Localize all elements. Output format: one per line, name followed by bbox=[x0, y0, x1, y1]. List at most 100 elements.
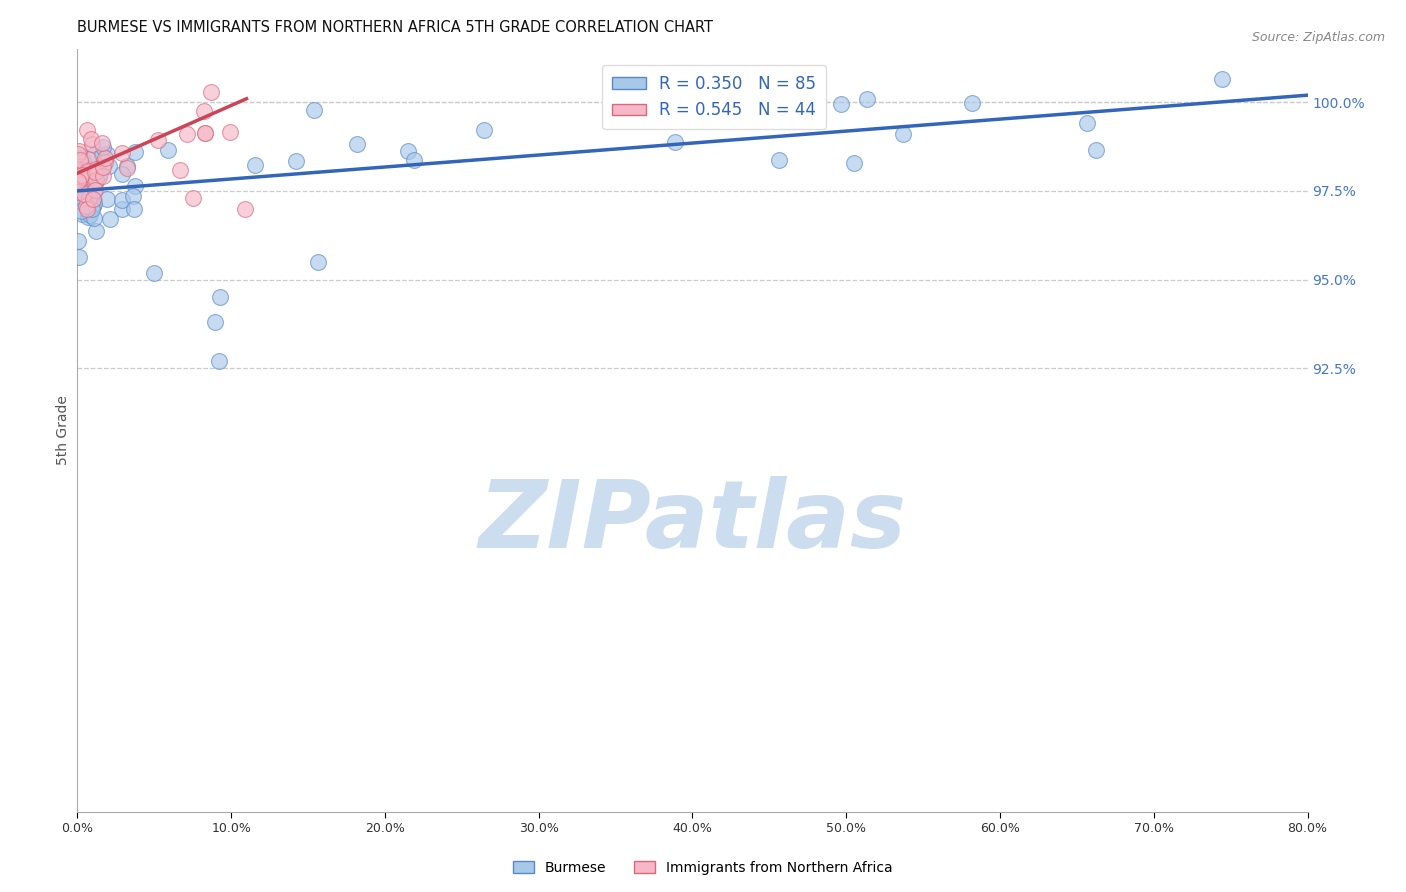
Point bbox=[110, 146, 132, 161]
Point bbox=[67, 194, 90, 208]
Point bbox=[79, 163, 101, 178]
Point bbox=[94, 151, 117, 165]
Point bbox=[157, 143, 180, 157]
Point bbox=[76, 189, 98, 203]
Point bbox=[284, 153, 307, 168]
Point bbox=[70, 203, 93, 218]
Point bbox=[603, 111, 626, 125]
Point bbox=[91, 139, 114, 153]
Point bbox=[396, 144, 419, 158]
Point bbox=[82, 192, 104, 206]
Point bbox=[146, 133, 169, 147]
Point bbox=[69, 152, 91, 166]
Point bbox=[1085, 144, 1108, 158]
Point bbox=[84, 173, 107, 187]
Point bbox=[83, 197, 105, 211]
Point bbox=[76, 163, 98, 178]
Point bbox=[664, 135, 686, 149]
Point bbox=[204, 315, 226, 329]
Point bbox=[122, 202, 145, 217]
Point bbox=[176, 127, 198, 141]
Point bbox=[143, 266, 166, 280]
Point bbox=[80, 131, 103, 145]
Point bbox=[73, 187, 96, 202]
Point bbox=[768, 153, 790, 167]
Point bbox=[842, 156, 865, 170]
Point bbox=[89, 166, 111, 180]
Point bbox=[70, 191, 93, 205]
Point bbox=[96, 146, 118, 161]
Point bbox=[96, 193, 118, 207]
Point bbox=[80, 202, 103, 216]
Point bbox=[67, 250, 90, 264]
Point bbox=[80, 136, 103, 151]
Text: Source: ZipAtlas.com: Source: ZipAtlas.com bbox=[1251, 31, 1385, 45]
Point bbox=[84, 224, 107, 238]
Point bbox=[67, 170, 90, 185]
Point bbox=[124, 145, 146, 159]
Point bbox=[752, 114, 775, 128]
Point bbox=[218, 124, 240, 138]
Y-axis label: 5th Grade: 5th Grade bbox=[56, 395, 70, 466]
Point bbox=[77, 210, 100, 224]
Point bbox=[83, 183, 105, 197]
Point bbox=[77, 188, 100, 202]
Point bbox=[87, 163, 110, 178]
Point bbox=[84, 162, 107, 177]
Point bbox=[72, 171, 94, 186]
Point bbox=[1076, 116, 1098, 130]
Point bbox=[82, 199, 104, 213]
Point bbox=[209, 290, 232, 304]
Point bbox=[830, 97, 852, 112]
Point bbox=[1211, 72, 1233, 87]
Point bbox=[76, 152, 98, 166]
Point bbox=[70, 149, 93, 163]
Point bbox=[194, 126, 217, 140]
Point bbox=[84, 176, 107, 190]
Point bbox=[72, 190, 94, 204]
Point bbox=[83, 164, 105, 178]
Point bbox=[77, 178, 100, 193]
Point bbox=[70, 193, 93, 207]
Point bbox=[111, 167, 134, 181]
Point bbox=[91, 169, 114, 184]
Point bbox=[79, 175, 101, 189]
Point bbox=[79, 163, 101, 178]
Point bbox=[111, 202, 134, 217]
Point bbox=[83, 184, 105, 198]
Point bbox=[233, 202, 256, 216]
Point bbox=[87, 170, 110, 185]
Point bbox=[77, 180, 100, 194]
Point bbox=[73, 170, 96, 185]
Point bbox=[83, 171, 105, 186]
Point bbox=[79, 208, 101, 222]
Point bbox=[346, 136, 368, 151]
Point bbox=[193, 103, 215, 118]
Point bbox=[94, 154, 117, 169]
Legend: R = 0.350   N = 85, R = 0.545   N = 44: R = 0.350 N = 85, R = 0.545 N = 44 bbox=[602, 65, 827, 129]
Point bbox=[73, 184, 96, 198]
Point bbox=[75, 199, 97, 213]
Point bbox=[960, 95, 983, 110]
Point bbox=[83, 194, 105, 208]
Point bbox=[76, 122, 98, 136]
Point bbox=[67, 234, 90, 248]
Point bbox=[115, 159, 138, 173]
Point bbox=[67, 191, 90, 205]
Point bbox=[111, 193, 134, 207]
Point bbox=[91, 147, 114, 161]
Point bbox=[73, 165, 96, 179]
Point bbox=[77, 191, 100, 205]
Point bbox=[69, 145, 91, 159]
Point bbox=[169, 162, 191, 177]
Point bbox=[83, 176, 105, 190]
Point bbox=[83, 148, 105, 162]
Point bbox=[208, 354, 231, 368]
Point bbox=[72, 175, 94, 189]
Point bbox=[70, 207, 93, 221]
Point bbox=[72, 181, 94, 195]
Point bbox=[474, 123, 496, 137]
Text: BURMESE VS IMMIGRANTS FROM NORTHERN AFRICA 5TH GRADE CORRELATION CHART: BURMESE VS IMMIGRANTS FROM NORTHERN AFRI… bbox=[77, 21, 713, 36]
Point bbox=[70, 167, 93, 181]
Point bbox=[76, 202, 98, 216]
